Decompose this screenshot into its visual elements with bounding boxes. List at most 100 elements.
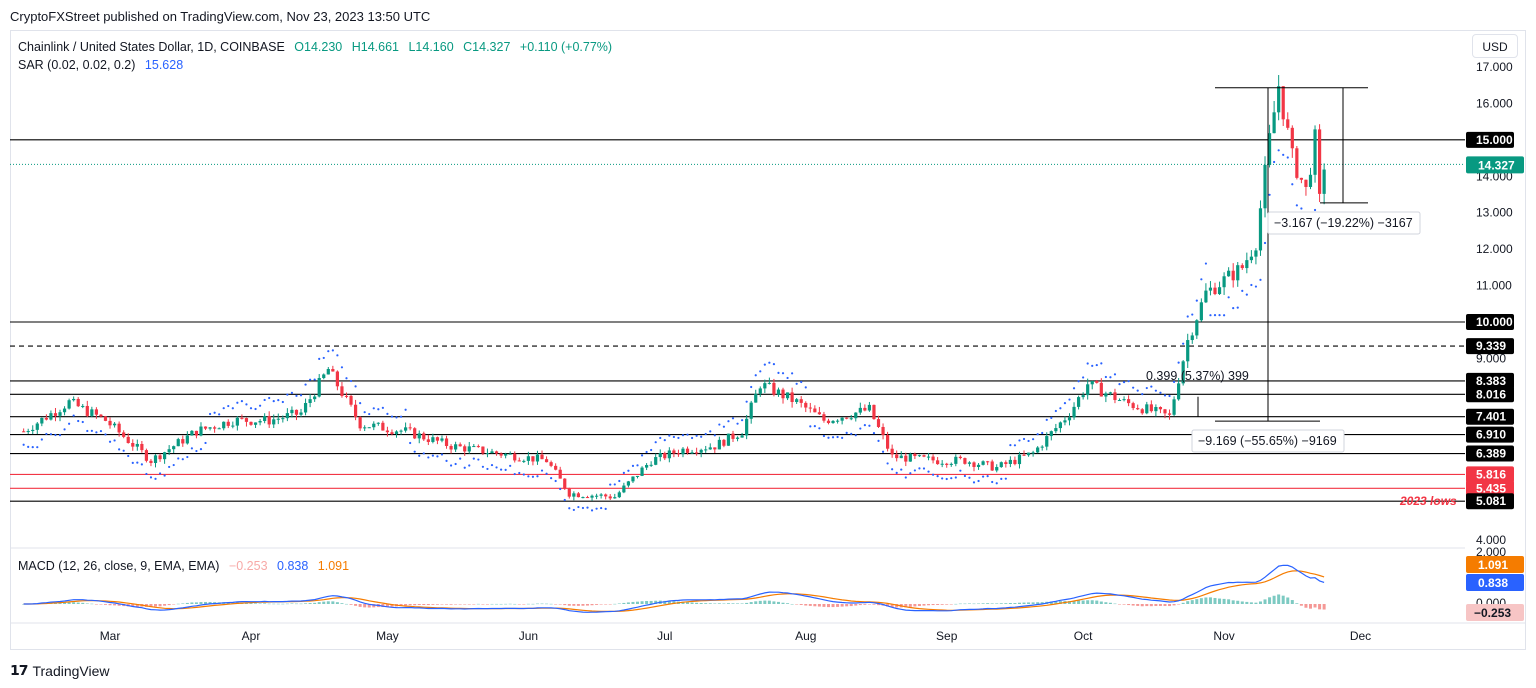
candle-body	[967, 462, 972, 464]
macd-histogram-bar	[981, 603, 985, 604]
candle-body	[404, 427, 408, 431]
sar-dot	[618, 479, 621, 483]
macd-histogram-bar	[363, 604, 367, 608]
macd-histogram-bar	[1204, 597, 1208, 604]
macd-histogram-bar	[1086, 600, 1090, 604]
sar-dot	[772, 363, 776, 366]
sar-dot	[386, 412, 389, 415]
measure-big-label-box	[1191, 429, 1345, 453]
macd-histogram-bar	[781, 602, 785, 604]
macd-histogram-bar	[1136, 604, 1140, 606]
sar-dot	[1132, 386, 1135, 389]
sar-dot	[368, 412, 371, 416]
sar-dot	[1095, 363, 1098, 367]
sar-dot	[1013, 444, 1017, 447]
macd-histogram-bar	[890, 604, 894, 608]
macd-histogram-bar	[1067, 601, 1071, 604]
candle-body	[122, 432, 126, 437]
sar-dot	[227, 404, 230, 408]
candle-body	[235, 417, 239, 426]
candle-body	[435, 437, 440, 441]
candle-body	[1272, 112, 1276, 134]
sar-dot	[195, 449, 198, 453]
time-axis: Mar Apr May Jun Jul Aug Sep Oct Nov Dec	[10, 622, 1526, 643]
candle-body	[1258, 208, 1263, 251]
candle-body	[886, 434, 890, 449]
sar-dot	[345, 377, 348, 380]
sar-dot	[1300, 207, 1303, 210]
candle-body	[813, 408, 817, 413]
candle-body	[922, 455, 926, 457]
macd-histogram-bar	[108, 604, 112, 606]
candle-body	[49, 413, 53, 420]
candle-body	[1199, 302, 1203, 321]
candle-body	[1026, 452, 1031, 456]
candle-body	[135, 443, 139, 447]
candle-body	[585, 497, 590, 499]
candle-body	[758, 388, 762, 394]
candle-body	[226, 421, 230, 426]
sar-dot	[513, 472, 516, 476]
candle-body	[867, 404, 872, 411]
level-badge	[1466, 386, 1514, 403]
macd-histogram-bar	[158, 604, 162, 607]
candle-body	[917, 455, 922, 457]
candle-body	[558, 469, 562, 479]
candle-body	[1036, 447, 1040, 453]
candle-body	[1108, 392, 1113, 394]
macd-histogram-bar	[649, 600, 653, 604]
candle-body	[808, 407, 812, 409]
macd-histogram-bar	[963, 603, 967, 605]
measure-small-label: 0.399 (5.37%) 399	[1146, 369, 1249, 383]
sar-dot	[58, 433, 62, 437]
macd-histogram-bar	[67, 602, 71, 604]
candle-body	[672, 450, 676, 454]
sar-dot	[1291, 183, 1294, 186]
month-label: Sep	[936, 629, 958, 643]
sar-dot	[963, 474, 967, 478]
candle-body	[1099, 382, 1103, 397]
macd-histogram-bar	[1145, 604, 1149, 607]
sar-dot	[668, 434, 671, 437]
sar-dot	[281, 400, 284, 404]
macd-histogram-bar	[499, 603, 503, 605]
sar-dot	[895, 471, 898, 474]
candle-body	[1145, 404, 1149, 414]
macd-histogram-bar	[681, 601, 685, 604]
candle-body	[1204, 290, 1208, 303]
sar-dot	[1182, 342, 1185, 345]
sar-dot	[31, 446, 34, 449]
sar-dot	[650, 448, 653, 452]
sar-dot	[49, 433, 53, 436]
candle-body	[517, 460, 521, 462]
candle-body	[1249, 256, 1253, 261]
candle-body	[58, 412, 62, 416]
candle-body	[294, 409, 299, 415]
candle-body	[822, 414, 826, 421]
macd-histogram-bar	[867, 604, 871, 605]
macd-histogram-bar	[1118, 604, 1122, 605]
candle-body	[772, 382, 776, 395]
sar-dot	[1009, 444, 1012, 447]
sar-dot	[831, 436, 835, 439]
sar-dot	[795, 382, 798, 385]
macd-histogram-bar	[254, 603, 258, 604]
macd-histogram-bar	[731, 603, 735, 604]
currency-button[interactable]: USD	[1472, 34, 1518, 58]
candle-body	[1322, 169, 1326, 194]
candle-body	[463, 446, 467, 452]
macd-histogram-bar	[845, 604, 849, 607]
sar-dot	[945, 477, 948, 481]
macd-histogram-bar	[999, 603, 1003, 604]
macd-histogram-bar	[1295, 603, 1299, 604]
candle-body	[131, 442, 135, 447]
candle-body	[458, 444, 462, 447]
candle-body	[1308, 174, 1313, 187]
candle-body	[535, 454, 540, 462]
macd-histogram-bar	[294, 603, 298, 605]
macd-histogram-bar	[740, 603, 744, 604]
sar-dot	[959, 469, 962, 472]
candle-body	[531, 456, 535, 462]
sar-dot	[622, 471, 625, 474]
